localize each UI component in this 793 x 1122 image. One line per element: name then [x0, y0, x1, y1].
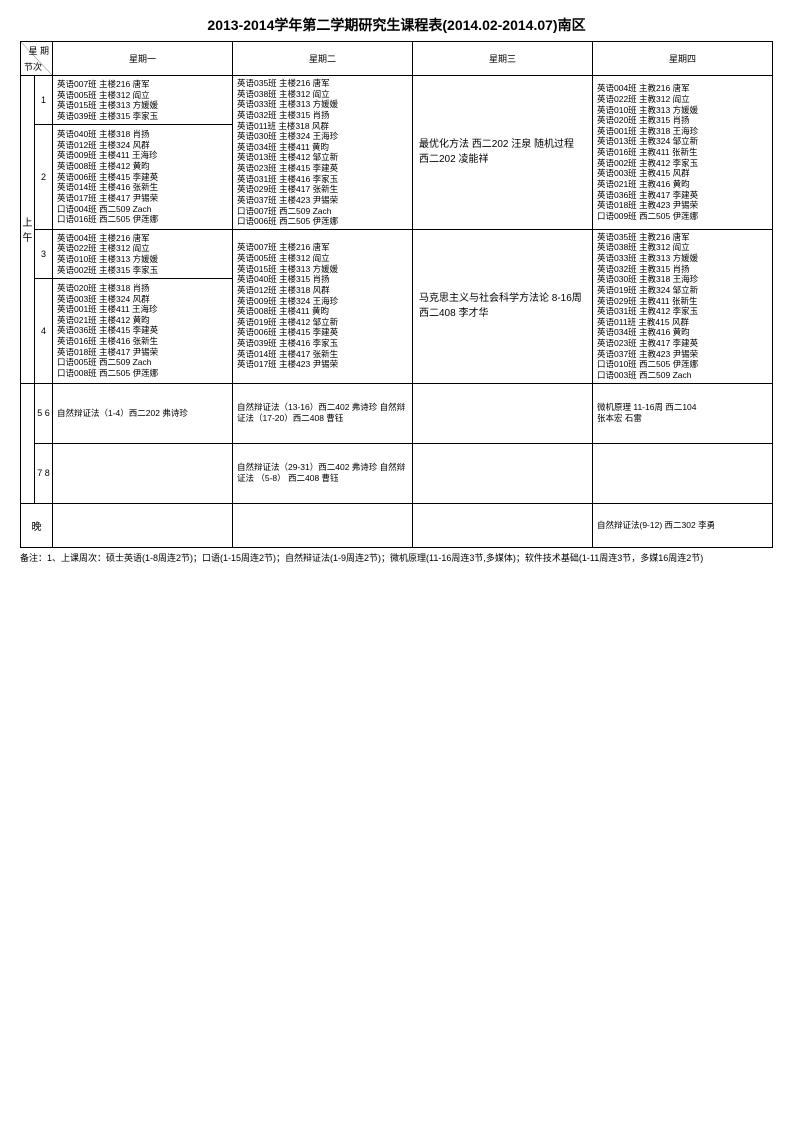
- cell-wed-12: 最优化方法 西二202 汪泉 随机过程 西二202 凌能祥: [413, 76, 593, 230]
- corner-bot-label: 节次: [24, 60, 42, 73]
- cell-wed-34: 马克思主义与社会科学方法论 8-16周 西二408 李才华: [413, 229, 593, 383]
- session-am: 上 午: [21, 76, 35, 384]
- corner-header: 星 期 节次: [21, 42, 53, 76]
- period-2: 2: [35, 125, 53, 229]
- cell-tue-12: 英语035班 主楼216 唐军 英语038班 主楼312 阎立 英语033班 主…: [233, 76, 413, 230]
- cell-thu-12: 英语004班 主教216 唐军 英语022班 主教312 阎立 英语010班 主…: [593, 76, 773, 230]
- cell-mon-eve: [53, 503, 233, 547]
- cell-mon-2: 英语040班 主楼318 肖扬 英语012班 主楼324 风群 英语009班 主…: [53, 125, 233, 229]
- col-header-wed: 星期三: [413, 42, 593, 76]
- cell-tue-78: 自然辩证法（29-31）西二402 弗诗珍 自然辩证法 （5-8） 西二408 …: [233, 443, 413, 503]
- cell-thu-eve: 自然辩证法(9-12) 西二302 李勇: [593, 503, 773, 547]
- session-eve: 晚: [21, 503, 53, 547]
- col-header-mon: 星期一: [53, 42, 233, 76]
- cell-mon-3: 英语004班 主楼216 唐军 英语022班 主楼312 阎立 英语010班 主…: [53, 229, 233, 278]
- cell-mon-56: 自然辩证法（1-4）西二202 弗诗珍: [53, 383, 233, 443]
- cell-wed-eve: [413, 503, 593, 547]
- cell-tue-eve: [233, 503, 413, 547]
- cell-wed-78: [413, 443, 593, 503]
- col-header-thu: 星期四: [593, 42, 773, 76]
- period-1: 1: [35, 76, 53, 125]
- period-56: 5 6: [35, 383, 53, 443]
- cell-wed-56: [413, 383, 593, 443]
- cell-mon-4: 英语020班 主楼318 肖扬 英语003班 主楼324 风群 英语001班 主…: [53, 279, 233, 383]
- cell-mon-1: 英语007班 主楼216 唐军 英语005班 主楼312 阎立 英语015班 主…: [53, 76, 233, 125]
- cell-thu-56: 微机原理 11-16周 西二104 张本宏 石雷: [593, 383, 773, 443]
- corner-top-label: 星 期: [28, 44, 49, 57]
- schedule-table: 星 期 节次 星期一 星期二 星期三 星期四 上 午 1 英语007班 主楼21…: [20, 41, 773, 548]
- page-title: 2013-2014学年第二学期研究生课程表(2014.02-2014.07)南区: [20, 15, 773, 35]
- footnote: 备注：1、上课周次：硕士英语(1-8周连2节)；口语(1-15周连2节)；自然辩…: [20, 552, 773, 565]
- cell-thu-34: 英语035班 主教216 唐军 英语038班 主教312 阎立 英语033班 主…: [593, 229, 773, 383]
- period-3: 3: [35, 229, 53, 278]
- col-header-tue: 星期二: [233, 42, 413, 76]
- cell-tue-34: 英语007班 主楼216 唐军 英语005班 主楼312 阎立 英语015班 主…: [233, 229, 413, 383]
- period-78: 7 8: [35, 443, 53, 503]
- period-4: 4: [35, 279, 53, 383]
- session-pm: [21, 383, 35, 503]
- cell-thu-78: [593, 443, 773, 503]
- cell-mon-78: [53, 443, 233, 503]
- cell-tue-56: 自然辩证法（13-16）西二402 弗诗珍 自然辩证法（17-20）西二408 …: [233, 383, 413, 443]
